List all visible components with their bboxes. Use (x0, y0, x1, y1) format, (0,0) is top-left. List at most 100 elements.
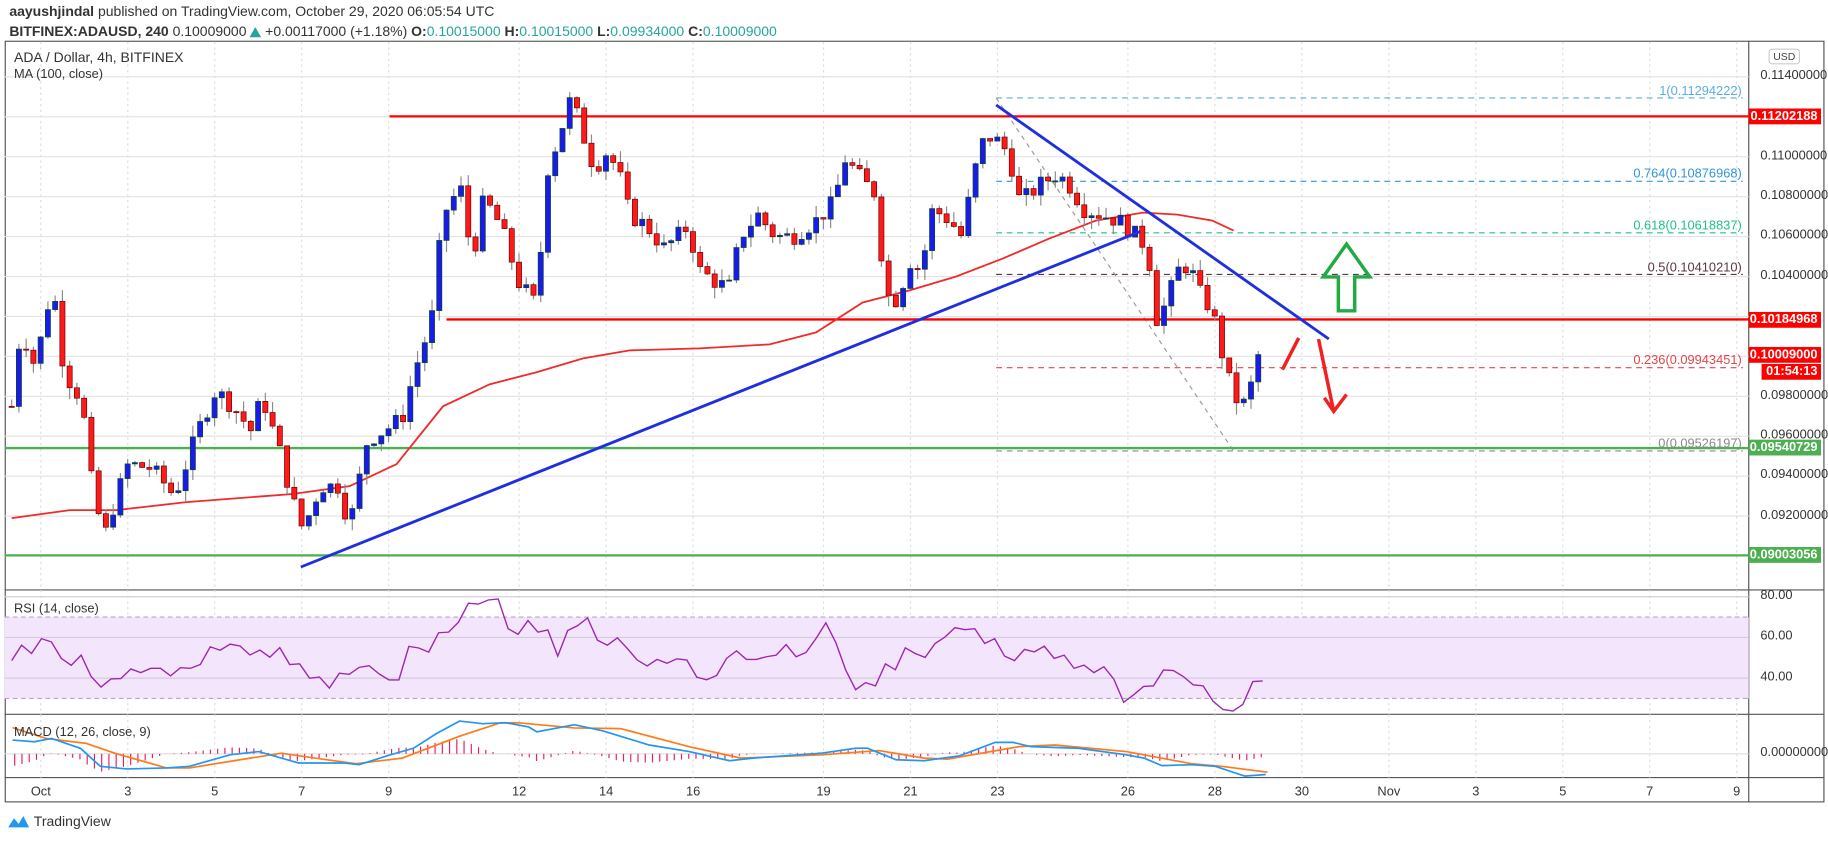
candle-down (762, 212, 769, 226)
candle-down (1001, 136, 1008, 150)
candle-up (436, 240, 443, 311)
time-tick-label: 21 (903, 785, 918, 800)
candle-down (1139, 225, 1146, 248)
candle-down (711, 273, 718, 288)
close-value: 0.10009000 (702, 23, 777, 40)
candle-down (73, 387, 80, 399)
fib-level-label: 1(0.11294222) (1659, 84, 1742, 98)
candle-up (117, 478, 124, 516)
candle-down (1146, 246, 1153, 271)
low-label: L: (597, 23, 611, 40)
candle-up (1117, 214, 1124, 226)
candle-up (378, 435, 385, 445)
time-tick-label: 12 (511, 785, 527, 800)
fib-trend-line (995, 97, 1235, 452)
rsi-legend[interactable]: RSI (14, close) (13, 602, 99, 616)
candle-up (972, 163, 979, 198)
ma-legend[interactable]: MA (100, close) (13, 67, 104, 82)
candle-down (624, 171, 631, 200)
candle-up (175, 490, 182, 493)
candle-up (182, 469, 189, 492)
fib-level-label: 0.618(0.10618837) (1633, 219, 1742, 233)
author[interactable]: aayushjindal (9, 3, 95, 20)
low-value: 0.09934000 (610, 23, 685, 40)
candle-up (349, 508, 356, 520)
candle-down (168, 482, 175, 493)
time-tick-label: 28 (1207, 785, 1223, 800)
candle-down (1153, 270, 1160, 326)
candle-up (921, 250, 928, 270)
candle-up (1037, 176, 1044, 196)
time-tick-label: 5 (1559, 785, 1567, 800)
price-level-badge: 0.09540729 (1748, 440, 1822, 456)
candle-down (291, 486, 298, 500)
candle-down (892, 294, 899, 308)
candle-up (784, 233, 791, 236)
fib-level-label: 0.5(0.10410210) (1647, 260, 1742, 275)
candle-up (392, 415, 399, 430)
candle-down (936, 208, 943, 215)
candle-up (675, 226, 682, 241)
candle-up (827, 196, 834, 220)
candle-up (363, 445, 370, 475)
candle-down (987, 138, 993, 142)
candle-down (487, 195, 493, 206)
candle-up (255, 401, 261, 432)
candle-down (465, 185, 472, 238)
candle-up (907, 268, 914, 289)
candle-down (863, 168, 870, 183)
candle-down (690, 231, 696, 253)
candle-down (276, 425, 283, 447)
price-tick-label: 0.10800000 (1760, 188, 1828, 203)
candle-down (1182, 266, 1189, 274)
candle-down (646, 218, 653, 235)
candle-up (668, 240, 675, 244)
candle-down (262, 401, 269, 413)
candle-up (1052, 180, 1059, 183)
candle-down (581, 107, 588, 144)
rsi-band (4, 617, 1749, 699)
time-tick-label: 14 (598, 785, 614, 800)
candle-down (1016, 175, 1022, 196)
candle-down (1066, 176, 1073, 194)
candle-down (88, 416, 95, 472)
price-change: +0.00117000 (+1.18%) (265, 23, 408, 40)
candle-up (719, 280, 725, 288)
candle-down (1233, 372, 1240, 404)
price-tick-label: 0.10400000 (1760, 268, 1828, 283)
candle-down (59, 301, 66, 367)
candle-down (1226, 357, 1233, 374)
candle-up (755, 212, 762, 227)
candle-up (37, 336, 44, 364)
candle-up (559, 128, 566, 153)
time-tick-label: 7 (1646, 785, 1654, 800)
candle-up (131, 462, 138, 465)
time-tick-label: 5 (211, 785, 219, 800)
high-label: H: (504, 23, 520, 40)
candle-down (1030, 188, 1037, 196)
tradingview-logo[interactable]: TradingView (7, 814, 111, 830)
macd-legend[interactable]: MACD (12, 26, close, 9) (13, 725, 151, 740)
candle-down (1110, 217, 1117, 226)
currency-button[interactable]: USD (1768, 48, 1801, 65)
time-tick-label: Oct (30, 785, 51, 800)
chart-frame[interactable] (4, 40, 1825, 803)
ma100-line (11, 211, 1235, 519)
candle-down (8, 405, 15, 408)
candle-down (885, 260, 892, 296)
candle-up (1175, 266, 1182, 281)
candle-up (313, 501, 319, 516)
time-tick-label: 9 (385, 785, 393, 800)
candle-down (501, 219, 508, 229)
time-tick-label: Nov (1377, 785, 1401, 800)
candle-down (400, 415, 406, 423)
candle-up (305, 515, 312, 527)
candle-down (588, 142, 595, 168)
candle-down (233, 411, 240, 414)
candle-down (66, 365, 73, 389)
candle-up (776, 234, 783, 238)
candle-up (805, 232, 812, 240)
pane-title: ADA / Dollar, 4h, BITFINEX (13, 49, 184, 66)
price-level-badge: 0.10184968 (1748, 311, 1822, 328)
